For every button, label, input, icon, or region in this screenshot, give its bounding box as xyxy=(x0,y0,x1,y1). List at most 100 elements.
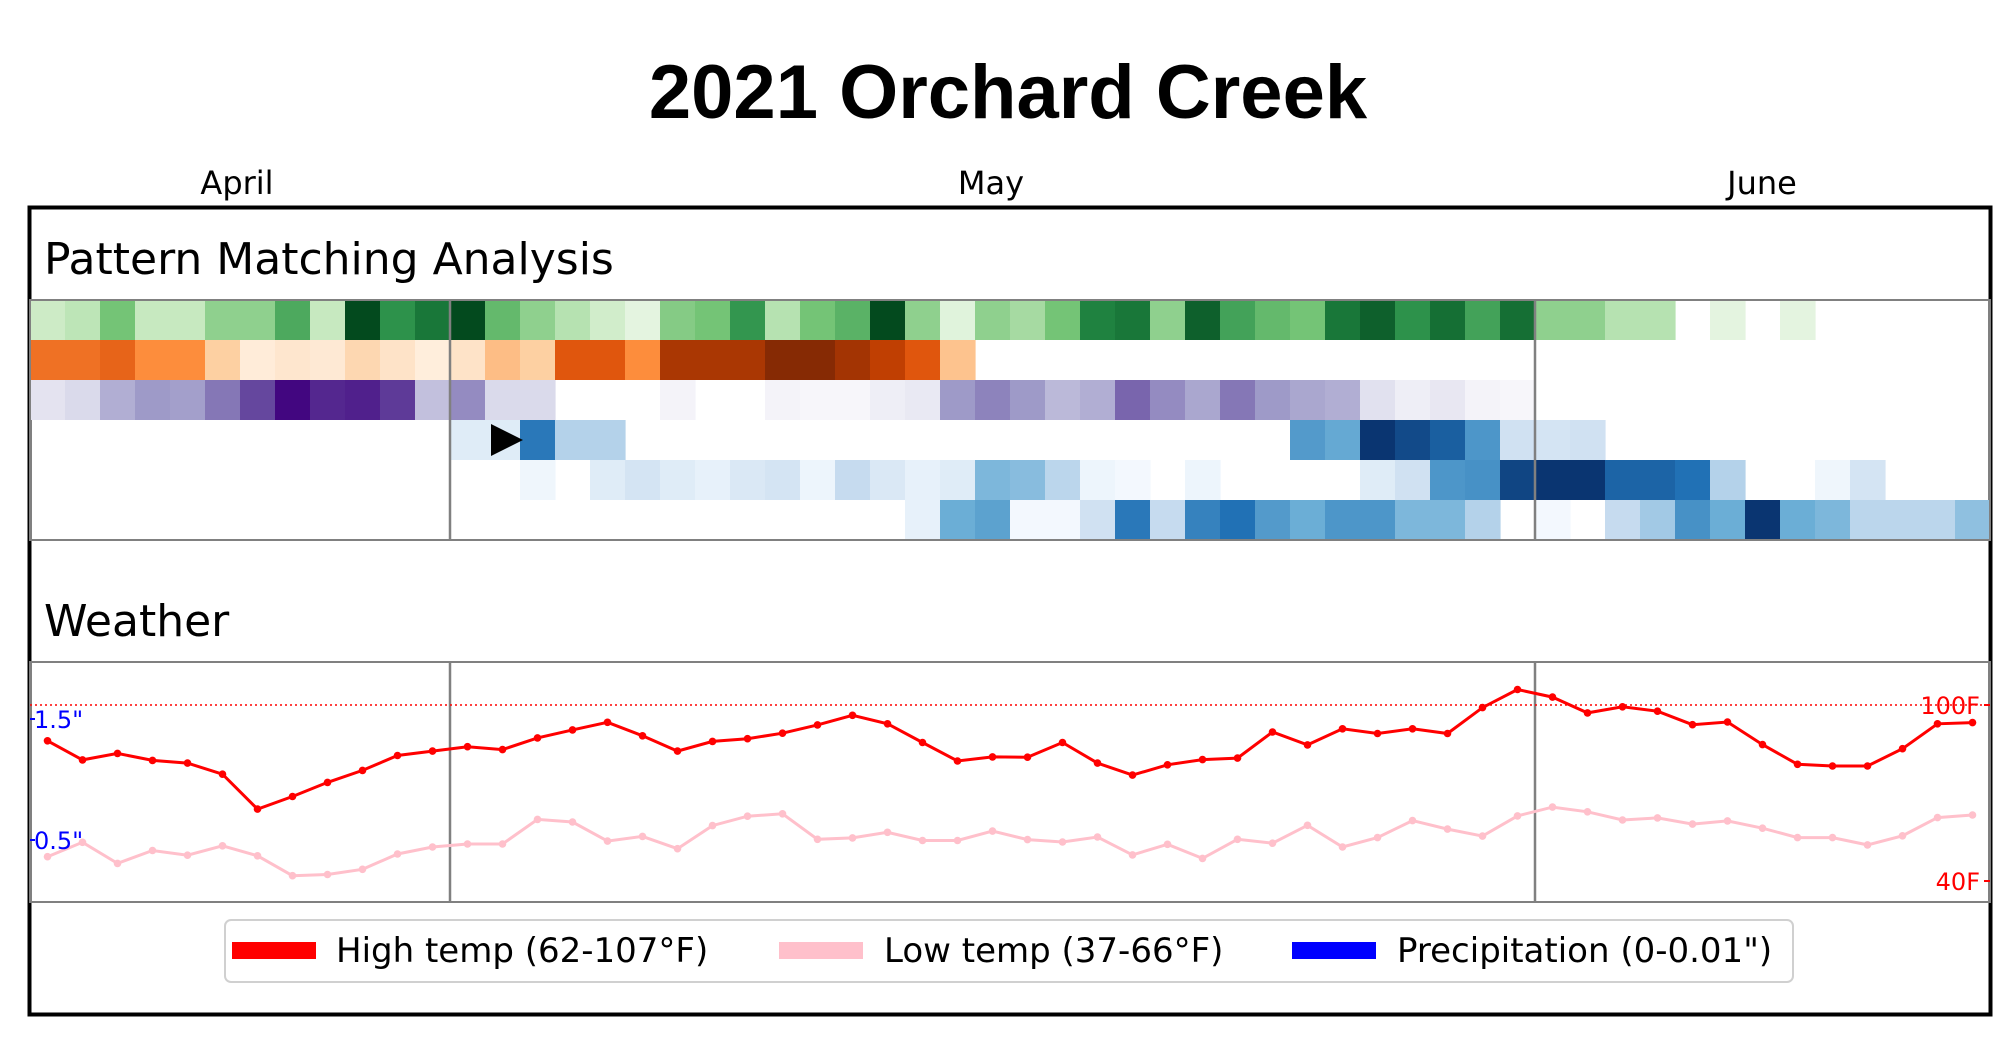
heatmap-cell xyxy=(1430,500,1466,540)
heatmap-cell xyxy=(1395,380,1431,420)
low-temp-point xyxy=(1513,812,1522,820)
heatmap-cell xyxy=(380,380,416,420)
heatmap-cell xyxy=(170,380,206,420)
heatmap-cell xyxy=(520,380,556,420)
heatmap-cell xyxy=(1780,300,1816,340)
heatmap-cell xyxy=(590,340,626,380)
high-temp-point xyxy=(533,734,542,742)
heatmap-cell xyxy=(765,380,801,420)
low-temp-point xyxy=(358,865,367,874)
heatmap-cell xyxy=(1430,300,1466,340)
high-temp-point xyxy=(1863,762,1872,770)
low-temp-point xyxy=(1408,816,1417,825)
heatmap-cell xyxy=(870,460,906,500)
high-temp-point xyxy=(988,753,997,761)
heatmap-cell xyxy=(940,500,976,540)
heatmap-cell xyxy=(1325,420,1361,460)
legend-label-high-temp: High temp (62-107°F) xyxy=(336,931,708,971)
low-temp-point xyxy=(1023,835,1032,844)
heatmap-cell xyxy=(1080,300,1116,340)
heatmap-cell xyxy=(30,340,66,380)
heatmap-cell xyxy=(1815,460,1851,500)
high-temp-point xyxy=(918,738,927,747)
low-temp-point xyxy=(1268,839,1277,847)
heatmap-cell xyxy=(1185,460,1221,500)
high-temp-point xyxy=(568,726,577,734)
legend-swatch-low-temp xyxy=(779,942,863,959)
high-temp-point xyxy=(1688,720,1697,729)
low-temp-point xyxy=(1443,825,1452,833)
heatmap-cell xyxy=(1150,380,1186,420)
month-label-june: June xyxy=(1725,164,1797,202)
heatmap-cell xyxy=(275,340,311,380)
heatmap-cell xyxy=(905,300,941,340)
heatmap xyxy=(30,300,1991,540)
heatmap-cell xyxy=(135,340,171,380)
high-temp-point xyxy=(218,770,227,778)
heatmap-cell xyxy=(835,300,871,340)
heatmap-cell xyxy=(310,380,346,420)
low-temp-point xyxy=(743,812,752,820)
low-temp-point xyxy=(1898,832,1907,840)
chart-title: 2021 Orchard Creek xyxy=(649,50,1368,135)
heatmap-cell xyxy=(835,460,871,500)
heatmap-cell xyxy=(1290,420,1326,460)
heatmap-cell xyxy=(1850,500,1886,540)
precip-tick-label-high: 1.5" xyxy=(34,706,83,734)
heatmap-cell xyxy=(205,300,241,340)
heatmap-cell xyxy=(1535,460,1571,500)
heatmap-cell xyxy=(1535,420,1571,460)
high-temp-point xyxy=(1443,729,1452,738)
heatmap-cell xyxy=(975,500,1011,540)
heatmap-cell xyxy=(730,340,766,380)
heatmap-cell xyxy=(345,300,381,340)
heatmap-cell xyxy=(1045,460,1081,500)
low-temp-point xyxy=(1828,833,1837,842)
heatmap-cell xyxy=(1465,500,1501,540)
heatmap-cell xyxy=(1430,420,1466,460)
high-temp-point xyxy=(1758,740,1767,749)
heatmap-cell xyxy=(345,340,381,380)
low-temp-point xyxy=(113,859,122,868)
heatmap-cell xyxy=(520,340,556,380)
high-temp-point xyxy=(883,720,892,728)
high-temp-point xyxy=(1338,725,1347,733)
high-temp-point xyxy=(148,756,157,765)
heatmap-cell xyxy=(1570,460,1606,500)
heatmap-frame xyxy=(29,299,1991,541)
heatmap-cell xyxy=(800,300,836,340)
heatmap-cell xyxy=(1290,300,1326,340)
heatmap-cell xyxy=(1465,460,1501,500)
low-temp-point xyxy=(1863,841,1872,849)
high-temp-point xyxy=(1023,753,1032,761)
heatmap-cell xyxy=(520,460,556,500)
heatmap-cell xyxy=(485,340,521,380)
heatmap-cell xyxy=(590,460,626,500)
weather-frame xyxy=(29,661,1991,903)
heatmap-cell xyxy=(240,340,276,380)
heatmap-cell xyxy=(940,460,976,500)
low-temp-point xyxy=(1548,803,1557,811)
high-temp-point xyxy=(638,732,647,740)
heatmap-cell xyxy=(1465,300,1501,340)
heatmap-cell xyxy=(1815,500,1851,540)
heatmap-cell xyxy=(1115,380,1151,420)
heatmap-cell xyxy=(1605,460,1641,500)
high-temp-point xyxy=(1653,707,1662,715)
heatmap-cell xyxy=(905,340,941,380)
high-temp-point xyxy=(1723,718,1732,726)
heatmap-cell xyxy=(940,300,976,340)
high-temp-point xyxy=(463,742,472,751)
heatmap-cell xyxy=(450,380,486,420)
low-temp-point xyxy=(603,837,612,845)
heatmap-cell xyxy=(800,460,836,500)
high-temp-point xyxy=(288,792,297,801)
low-temp-point xyxy=(393,850,402,858)
heatmap-cell xyxy=(870,300,906,340)
heatmap-cell xyxy=(1220,500,1256,540)
heatmap-cell xyxy=(1465,420,1501,460)
pattern-section-title: Pattern Matching Analysis xyxy=(44,234,614,285)
heatmap-cell xyxy=(1150,300,1186,340)
heatmap-cell xyxy=(1430,380,1466,420)
heatmap-cell xyxy=(1185,300,1221,340)
